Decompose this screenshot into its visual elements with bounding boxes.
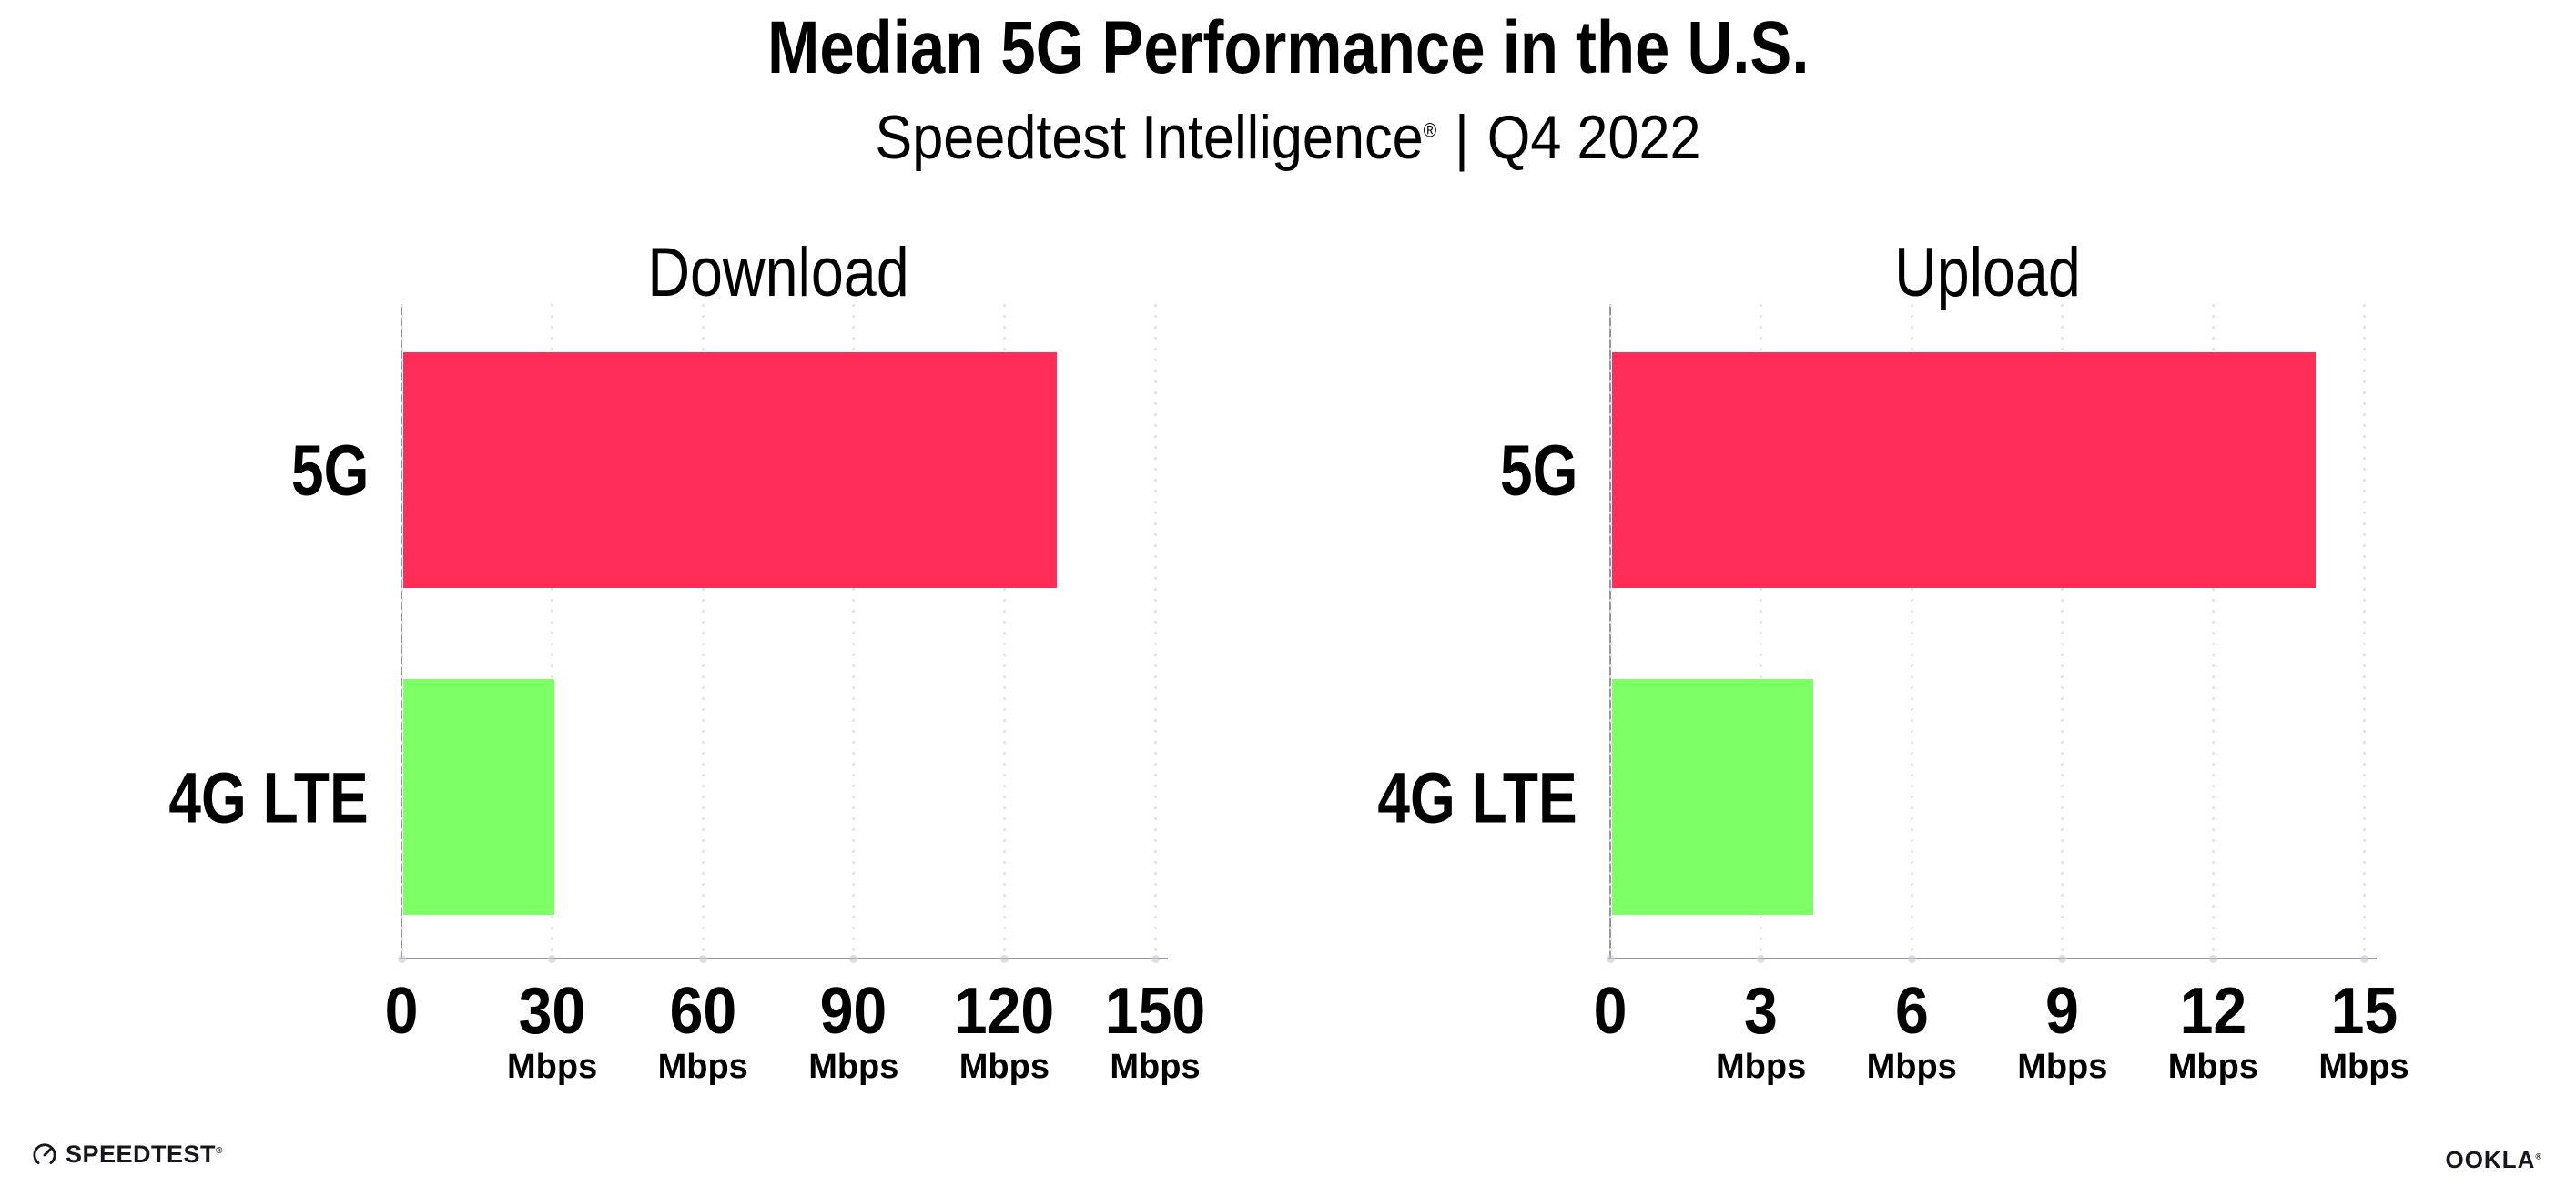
tick-unit: Mbps — [1866, 1048, 1957, 1086]
tick-unit: Mbps — [2017, 1048, 2108, 1086]
registered-mark: ® — [1423, 118, 1437, 142]
bar-5g — [1612, 351, 2316, 588]
tick-value: 12 — [2179, 975, 2247, 1048]
x-tick-label: 3 Mbps — [1716, 979, 1806, 1084]
subtitle-brand: Speedtest Intelligence — [875, 103, 1424, 172]
bar-4g-lte — [403, 679, 554, 916]
category-label-text: 4G LTE — [1377, 756, 1577, 838]
x-tick-label: 15 Mbps — [2318, 979, 2409, 1084]
ookla-logo: OOKLA® — [2445, 1148, 2542, 1172]
gridline — [2362, 304, 2366, 959]
x-tick-label: 120 Mbps — [949, 979, 1059, 1084]
bar-5g — [403, 351, 1057, 588]
category-label-4g-lte: 4G LTE — [122, 761, 369, 833]
category-label-text: 5G — [290, 429, 369, 511]
x-tick-label: 0 — [1592, 979, 1628, 1044]
x-tick-label: 150 Mbps — [1100, 979, 1210, 1084]
ookla-wordmark: OOKLA — [2445, 1146, 2536, 1173]
gridline — [2211, 304, 2215, 959]
x-tick-label: 90 Mbps — [808, 979, 898, 1084]
x-tick-label: 60 Mbps — [658, 979, 748, 1084]
speedtest-logo: SPEEDTEST® — [32, 1141, 223, 1167]
subtitle-period: Q4 2022 — [1486, 103, 1701, 172]
x-tick-label: 30 Mbps — [507, 979, 597, 1084]
x-tick-label: 0 — [383, 979, 420, 1044]
tick-value: 0 — [384, 975, 419, 1048]
axis-tick-dot — [1151, 955, 1160, 963]
gridline — [1760, 304, 1763, 959]
axis-tick-dot — [999, 955, 1009, 963]
axis-tick-dot — [1757, 955, 1766, 963]
tick-unit: Mbps — [657, 1048, 748, 1086]
gridline — [1910, 304, 1913, 959]
tick-unit: Mbps — [2167, 1048, 2258, 1086]
download-chart-title: Download — [647, 234, 909, 311]
tick-value: 30 — [518, 975, 586, 1048]
gridline — [1608, 304, 1612, 959]
gridline — [2061, 304, 2064, 959]
gridline — [1153, 304, 1157, 959]
figure-title: Median 5G Performance in the U.S. — [0, 11, 2576, 86]
tick-unit: Mbps — [2318, 1048, 2409, 1086]
upload-chart-title: Upload — [1893, 234, 2081, 311]
axis-tick-dot — [397, 955, 406, 963]
ookla-registered-mark: ® — [2535, 1151, 2542, 1161]
gridline — [852, 304, 856, 959]
x-axis-line — [400, 958, 1168, 959]
gridline — [400, 304, 403, 959]
axis-tick-dot — [698, 955, 707, 963]
tick-value: 6 — [1894, 975, 1929, 1048]
x-axis-line — [1608, 958, 2377, 959]
upload-plot: 0 3 Mbps 6 Mbps 9 Mbps 12 Mbps 15 Mbps 5G 4G LTE — [1378, 304, 2409, 1084]
axis-tick-dot — [548, 955, 557, 963]
axis-tick-dot — [849, 955, 858, 963]
category-label-text: 5G — [1499, 429, 1577, 511]
tick-unit: Mbps — [1715, 1048, 1807, 1086]
axis-tick-dot — [2359, 955, 2368, 963]
x-tick-label: 9 Mbps — [2017, 979, 2107, 1084]
tick-value: 0 — [1593, 975, 1628, 1048]
x-tick-label: 12 Mbps — [2168, 979, 2258, 1084]
gridline — [551, 304, 554, 959]
tick-value: 120 — [954, 975, 1055, 1048]
tick-unit: Mbps — [1110, 1048, 1201, 1086]
tick-value: 150 — [1104, 975, 1206, 1048]
tick-value: 15 — [2330, 975, 2398, 1048]
gridline — [701, 304, 705, 959]
category-label-5g: 5G — [273, 434, 369, 506]
speedtest-wordmark: SPEEDTEST® — [66, 1140, 223, 1168]
speedometer-icon — [33, 1143, 56, 1164]
speedtest-registered-mark: ® — [216, 1145, 223, 1156]
tick-value: 60 — [669, 975, 737, 1048]
axis-tick-dot — [2058, 955, 2067, 963]
tick-unit: Mbps — [808, 1048, 899, 1086]
x-tick-label: 6 Mbps — [1867, 979, 1957, 1084]
gridline — [1002, 304, 1006, 959]
subtitle-separator: | — [1455, 103, 1469, 172]
category-label-text: 4G LTE — [168, 756, 369, 838]
tick-unit: Mbps — [506, 1048, 598, 1086]
figure-subtitle: Speedtest Intelligence® | Q4 2022 — [0, 102, 2576, 173]
download-plot: 0 30 Mbps 60 Mbps 90 Mbps 120 Mbps 150 Mbps 5G 4G LT… — [169, 304, 1205, 1084]
axis-tick-dot — [1606, 955, 1615, 963]
tick-unit: Mbps — [958, 1048, 1050, 1086]
axis-tick-dot — [1907, 955, 1916, 963]
tick-value: 90 — [819, 975, 887, 1048]
tick-value: 3 — [1744, 975, 1779, 1048]
figure-title-text: Median 5G Performance in the U.S. — [766, 6, 1810, 89]
category-label-4g-lte: 4G LTE — [1331, 761, 1577, 833]
bar-4g-lte — [1612, 679, 1813, 916]
tick-value: 9 — [2045, 975, 2080, 1048]
axis-tick-dot — [2208, 955, 2217, 963]
category-label-5g: 5G — [1482, 434, 1577, 506]
figure-subtitle-text: Speedtest Intelligence® | Q4 2022 — [875, 102, 1700, 173]
